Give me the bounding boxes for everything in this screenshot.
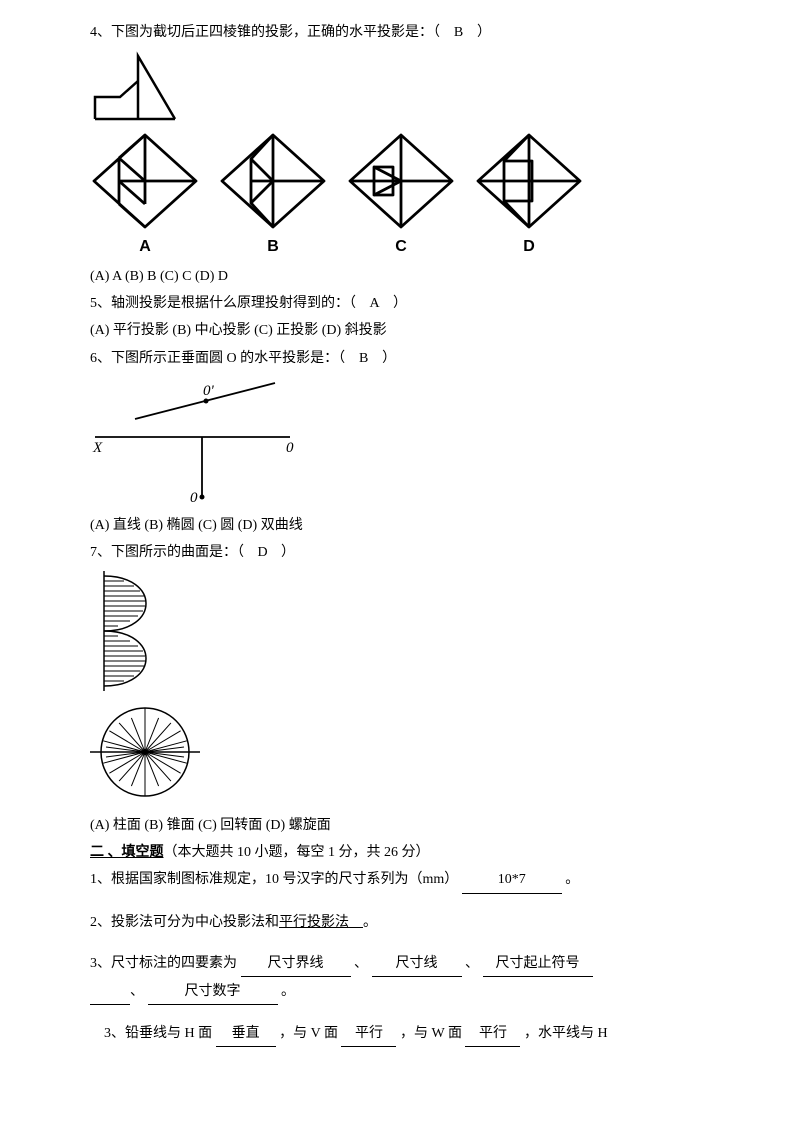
fill2-pad xyxy=(349,915,363,930)
section2-title-bold: 二 、填空题 xyxy=(90,845,164,860)
q7-choices: (A) 柱面 (B) 锥面 (C) 回转面 (D) 螺旋面 xyxy=(90,813,710,838)
q4-opt-d-svg xyxy=(474,131,584,231)
q6-dot-bottom xyxy=(200,494,205,499)
q7-top-figure xyxy=(90,571,710,691)
q4-options-row: A B C xyxy=(90,131,710,262)
q7-center-dot xyxy=(142,749,148,755)
q4-option-d: D xyxy=(474,131,584,262)
q6-suffix: ） xyxy=(382,351,396,366)
q4-opt-a-svg xyxy=(90,131,200,231)
q6-stem: 6、下图所示正垂面圆 O 的水平投影是：（ B ） xyxy=(90,346,710,371)
fill3-sep2: 、 xyxy=(465,956,479,971)
q5-suffix: ） xyxy=(393,296,407,311)
fill3-a1: 尺寸界线 xyxy=(241,951,351,977)
fill3-sep1: 、 xyxy=(354,956,368,971)
fill1-answer: 10*7 xyxy=(462,867,562,893)
q7-answer: D xyxy=(248,540,278,565)
fill3-a2: 尺寸线 xyxy=(372,951,462,977)
fill3b-a1: 垂直 xyxy=(216,1021,276,1047)
fill3b-mid1: ，与 V 面 xyxy=(279,1026,338,1041)
fill3-a3: 尺寸起止符号 xyxy=(483,951,593,977)
fill3b-prefix: 3、铅垂线与 H 面 xyxy=(104,1026,216,1041)
q5-prefix: 5、轴测投影是根据什么原理投射得到的：（ xyxy=(90,296,356,311)
q4-label-a: A xyxy=(139,233,151,262)
fill1-suffix: 。 xyxy=(565,872,579,887)
q4-opt-c-svg xyxy=(346,131,456,231)
q7-top-svg xyxy=(90,571,200,691)
fill3-suffix: 。 xyxy=(281,984,295,999)
fill3-line1: 3、尺寸标注的四要素为 尺寸界线 、 尺寸线 、 尺寸起止符号 xyxy=(90,951,710,977)
q6-prefix: 6、下图所示正垂面圆 O 的水平投影是：（ xyxy=(90,351,345,366)
q4-label-b: B xyxy=(267,233,279,262)
q4-option-b: B xyxy=(218,131,328,262)
fill2-suffix: 。 xyxy=(363,915,377,930)
fill3-cont xyxy=(90,979,130,1005)
spacer-1 xyxy=(90,896,710,910)
q4-choices: (A) A (B) B (C) C (D) D xyxy=(90,264,710,289)
q4-label-d: D xyxy=(523,233,535,262)
q6-label-x: X xyxy=(92,440,103,456)
q6-label-ob: 0 xyxy=(190,490,198,506)
fill3b-a2: 平行 xyxy=(341,1021,396,1047)
section2-header: 二 、填空题（本大题共 10 小题，每空 1 分，共 26 分） xyxy=(90,840,710,865)
q6-answer: B xyxy=(349,346,379,371)
q5-answer: A xyxy=(360,291,390,316)
spacer-3 xyxy=(90,1007,710,1021)
q4-stem: 4、下图为截切后正四棱锥的投影，正确的水平投影是：（ B ） xyxy=(90,20,710,45)
q7-suffix: ） xyxy=(281,545,295,560)
fill1: 1、根据国家制图标准规定，10 号汉字的尺寸系列为（mm） 10*7 。 xyxy=(90,867,710,893)
q4-suffix: ） xyxy=(477,25,491,40)
q4-option-a: A xyxy=(90,131,200,262)
q4-front-svg xyxy=(90,51,180,123)
section2-title-rest: （本大题共 10 小题，每空 1 分，共 26 分） xyxy=(164,845,430,860)
spacer-2 xyxy=(90,937,710,951)
q4-option-c: C xyxy=(346,131,456,262)
fill3-a4: 尺寸数字 xyxy=(148,979,278,1005)
q4-front-view xyxy=(90,51,710,123)
q7-bottom-figure xyxy=(90,697,710,807)
q6-label-o: 0 xyxy=(286,440,294,456)
fill3-line2: 、 尺寸数字 。 xyxy=(90,979,710,1005)
q5-stem: 5、轴测投影是根据什么原理投射得到的：（ A ） xyxy=(90,291,710,316)
q4-label-c: C xyxy=(395,233,407,262)
q6-label-oprime: 0' xyxy=(203,383,215,399)
q4-answer: B xyxy=(444,20,474,45)
fill2-prefix: 2、投影法可分为中心投影法和 xyxy=(90,915,279,930)
q6-dot-top xyxy=(204,398,209,403)
q5-choices: (A) 平行投影 (B) 中心投影 (C) 正投影 (D) 斜投影 xyxy=(90,318,710,343)
fill1-prefix: 1、根据国家制图标准规定，10 号汉字的尺寸系列为（mm） xyxy=(90,872,458,887)
q7-prefix: 7、下图所示的曲面是：（ xyxy=(90,545,244,560)
q6-figure: X 0 0' 0 xyxy=(90,377,710,507)
q4-opt-b-svg xyxy=(218,131,328,231)
q6-svg: X 0 0' 0 xyxy=(90,377,300,507)
q7-bottom-svg xyxy=(90,697,200,807)
fill3b: 3、铅垂线与 H 面 垂直 ，与 V 面 平行 ，与 W 面 平行 ，水平线与 … xyxy=(90,1021,710,1047)
fill3-prefix: 3、尺寸标注的四要素为 xyxy=(90,956,237,971)
q7-stem: 7、下图所示的曲面是：（ D ） xyxy=(90,540,710,565)
fill3b-mid2: ，与 W 面 xyxy=(400,1026,462,1041)
q4-prefix: 4、下图为截切后正四棱锥的投影，正确的水平投影是：（ xyxy=(90,25,440,40)
fill3-sep3: 、 xyxy=(130,984,144,999)
fill2-answer: 平行投影法 xyxy=(279,915,349,930)
fill3b-a3: 平行 xyxy=(465,1021,520,1047)
fill2: 2、投影法可分为中心投影法和平行投影法 。 xyxy=(90,910,710,935)
fill3b-mid3: ，水平线与 H xyxy=(524,1026,608,1041)
q6-choices: (A) 直线 (B) 椭圆 (C) 圆 (D) 双曲线 xyxy=(90,513,710,538)
